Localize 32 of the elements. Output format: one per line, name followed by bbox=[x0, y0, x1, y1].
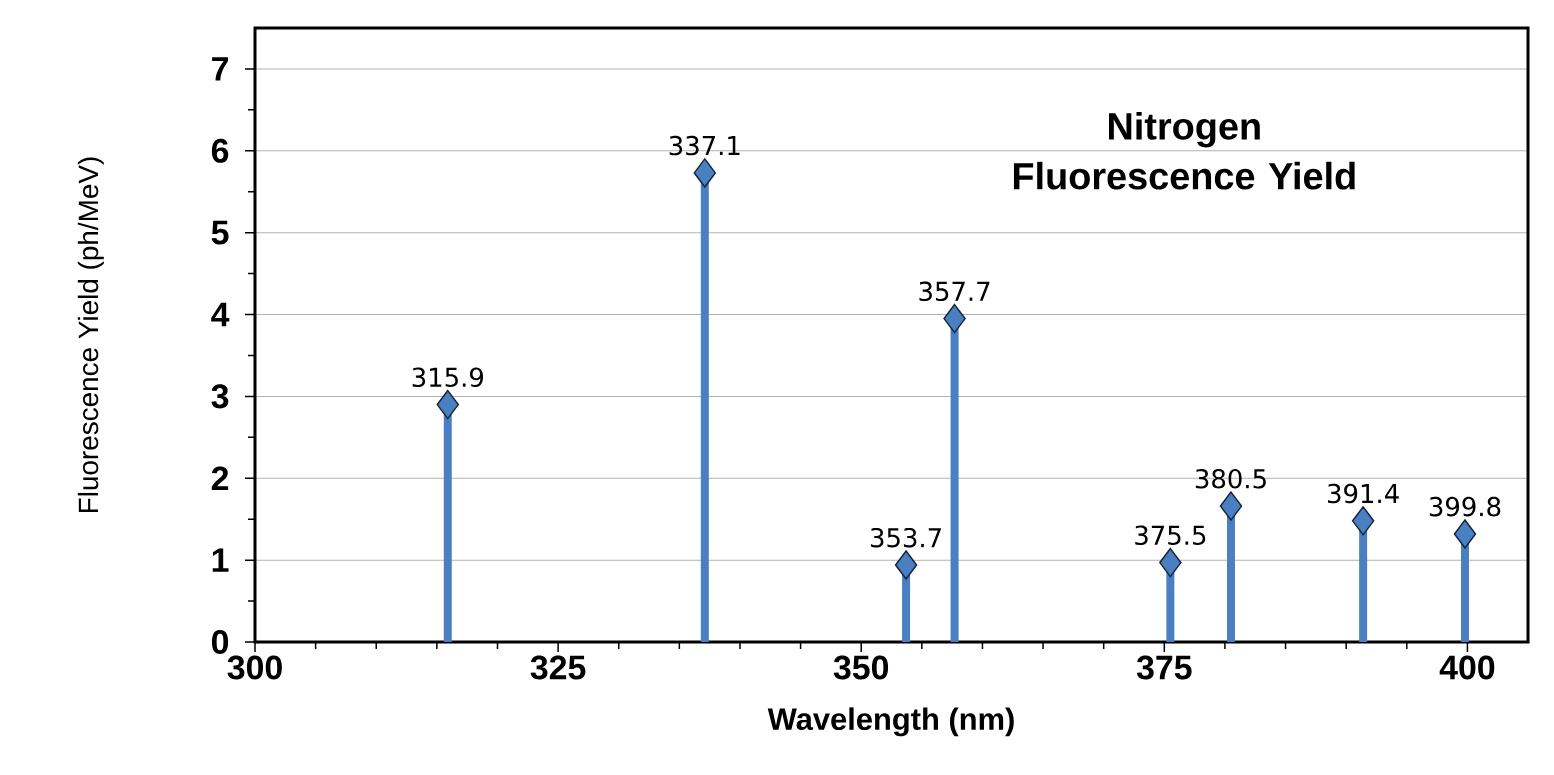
x-tick-label: 350 bbox=[833, 655, 889, 680]
text: Nitrogen Fluorescence Yield bbox=[1013, 111, 1355, 190]
point bbox=[693, 158, 717, 188]
y-tick-label: 3 bbox=[211, 384, 229, 409]
y-axis-title: Fluorescence Yield (ph/MeV) bbox=[77, 157, 104, 513]
point bbox=[1453, 519, 1477, 549]
point bbox=[943, 303, 966, 334]
y-tick-label: 1 bbox=[212, 548, 229, 572]
annotation: 357.7 bbox=[919, 281, 990, 302]
annotation: 399.8 bbox=[1429, 496, 1501, 517]
annotation: 391.4 bbox=[1328, 483, 1399, 504]
annotation: 380.5 bbox=[1195, 468, 1266, 489]
y-tick-label: 0 bbox=[211, 630, 229, 654]
annotation: 315.9 bbox=[412, 367, 484, 388]
annotation: 375.5 bbox=[1135, 525, 1206, 546]
x-tick-label: 325 bbox=[530, 655, 586, 680]
point bbox=[1351, 506, 1375, 536]
x-tick-label: 400 bbox=[1439, 655, 1495, 680]
point bbox=[1159, 547, 1182, 578]
x-axis-title: Wavelength (nm) bbox=[767, 707, 1014, 737]
x-tick-label: 300 bbox=[227, 655, 282, 680]
point bbox=[436, 389, 460, 420]
point bbox=[1219, 491, 1243, 521]
y-tick-label: 4 bbox=[211, 302, 230, 327]
annotation: 353.7 bbox=[870, 527, 941, 548]
point bbox=[894, 550, 918, 580]
x-tick-label: 375 bbox=[1136, 655, 1192, 680]
annotation: 337.1 bbox=[669, 135, 740, 156]
y-tick-label: 7 bbox=[212, 57, 228, 81]
y-tick-label: 5 bbox=[211, 220, 229, 245]
y-tick-label: 2 bbox=[211, 466, 229, 491]
y-tick-label: 6 bbox=[211, 138, 229, 163]
